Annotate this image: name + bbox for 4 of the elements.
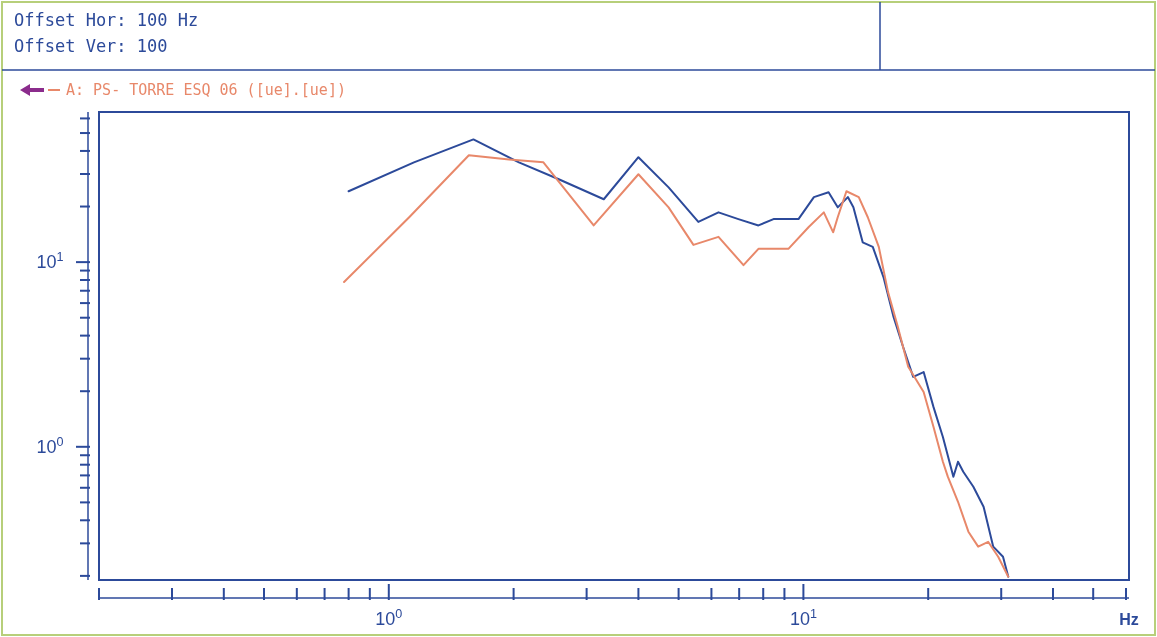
- text: Offset Hor: 100 Hz: [14, 10, 199, 30]
- text: Offset Ver: 100: [14, 36, 168, 56]
- x-axis-title: Hz: [1119, 611, 1139, 628]
- legend-label: A: PS- TORRE ESQ 06 ([ue].[ue]): [66, 81, 346, 99]
